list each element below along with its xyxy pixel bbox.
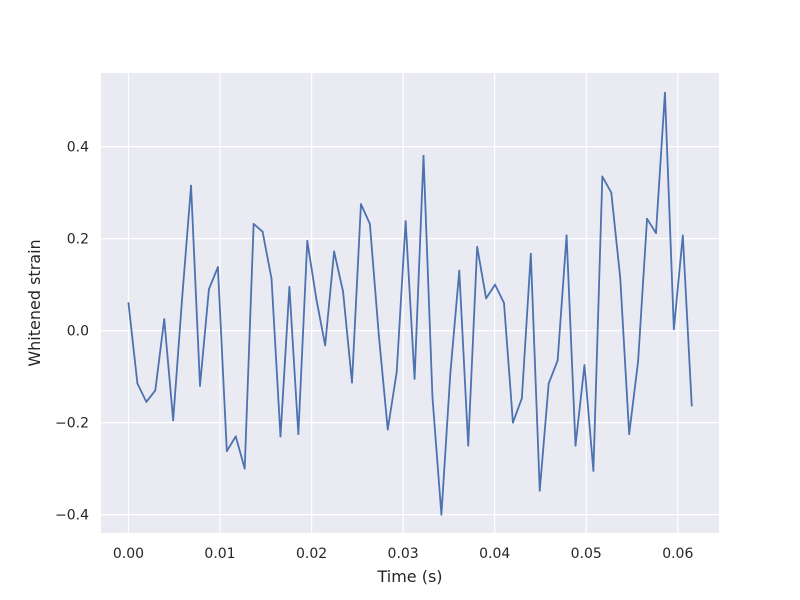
data-point [395, 371, 398, 373]
data-point [243, 467, 246, 470]
data-point [404, 220, 407, 223]
x-tick-label: 0.00 [113, 546, 144, 562]
series-line [127, 91, 693, 516]
y-axis-label: Whitened strain [25, 239, 44, 366]
data-point [628, 433, 631, 435]
data-point [449, 372, 452, 375]
data-point [547, 382, 550, 385]
x-tick-label: 0.03 [388, 546, 419, 562]
data-point [476, 245, 479, 248]
data-point [199, 384, 201, 387]
x-tick-label: 0.06 [662, 546, 693, 562]
data-point [377, 334, 380, 337]
data-point [690, 404, 693, 407]
data-point [163, 318, 166, 320]
data-point [494, 283, 496, 286]
data-point [512, 421, 514, 424]
data-point [386, 428, 389, 431]
x-tick-label: 0.01 [204, 546, 235, 562]
data-point [520, 397, 523, 400]
tick-labels: 0.00 0.01 0.02 0.03 0.04 0.05 0.06 −0.4 −0.2 0.0 0… [55, 140, 693, 562]
data-point [127, 302, 130, 304]
data-point [431, 396, 434, 399]
y-tick-label: 0.0 [67, 324, 89, 340]
data-point [208, 288, 210, 291]
data-point [458, 269, 461, 272]
y-tick-label: −0.2 [55, 416, 89, 432]
x-tick-label: 0.02 [296, 546, 327, 562]
data-point [351, 381, 353, 384]
data-point [672, 328, 675, 331]
data-point [279, 435, 282, 438]
data-point [360, 203, 362, 206]
data-point [610, 191, 613, 194]
data-point [646, 217, 648, 220]
data-point [413, 378, 416, 380]
data-point [297, 433, 300, 435]
data-point [619, 276, 622, 279]
data-point [538, 489, 541, 492]
x-tick-label: 0.04 [479, 546, 510, 562]
data-point [422, 154, 425, 157]
series-layer [127, 91, 693, 516]
data-point [288, 286, 291, 288]
data-point [529, 252, 532, 255]
data-point [270, 277, 273, 280]
data-point [583, 364, 586, 366]
data-point [136, 382, 139, 385]
data-point [655, 232, 657, 234]
data-point [556, 359, 559, 362]
data-point [601, 175, 604, 178]
data-point [681, 234, 684, 237]
data-point [440, 513, 443, 516]
data-point [261, 230, 264, 233]
data-point [315, 297, 318, 300]
data-point [190, 184, 192, 187]
x-tick-label: 0.05 [571, 546, 602, 562]
data-point [145, 401, 148, 403]
data-point [172, 419, 175, 422]
y-tick-label: −0.4 [55, 508, 89, 524]
data-point [592, 470, 595, 472]
data-point [225, 450, 228, 453]
data-point [333, 250, 336, 253]
y-tick-label: 0.4 [67, 140, 89, 156]
data-point [637, 360, 639, 363]
data-point [181, 297, 184, 300]
data-point [485, 297, 488, 300]
data-point [154, 389, 157, 392]
y-tick-label: 0.2 [67, 232, 89, 248]
data-point [234, 435, 237, 438]
data-point [324, 344, 327, 347]
data-point [306, 240, 309, 242]
data-point [664, 91, 666, 94]
x-axis-label: Time (s) [376, 567, 442, 586]
data-point [368, 222, 371, 225]
data-point [216, 266, 219, 269]
data-point [342, 290, 344, 293]
data-point [565, 234, 568, 237]
data-point [503, 302, 505, 304]
data-point [574, 444, 577, 447]
data-point [467, 444, 470, 447]
data-point [252, 222, 255, 225]
